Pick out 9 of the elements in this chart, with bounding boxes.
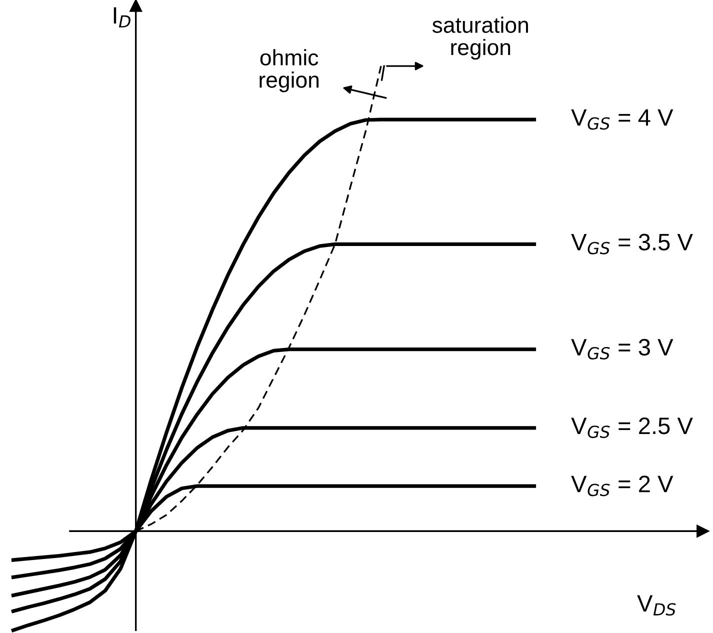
series-label: V$_{GS}$ = 3 V [571, 338, 674, 360]
annotation: ohmic region [260, 49, 319, 92]
series-label: V$_{GS}$ = 2.5 V [571, 417, 693, 438]
series-label: V$_{GS}$ = 2 V [571, 476, 674, 496]
series-label: V$_{GS}$ = 4 V [571, 109, 674, 130]
series-label: V$_{GS}$ = 3.5 V [571, 234, 693, 254]
y-axis-title: I$_{D}$ [114, 7, 130, 28]
text: saturation region [432, 16, 528, 60]
x-axis-title: V$_{DS}$ [637, 595, 676, 616]
